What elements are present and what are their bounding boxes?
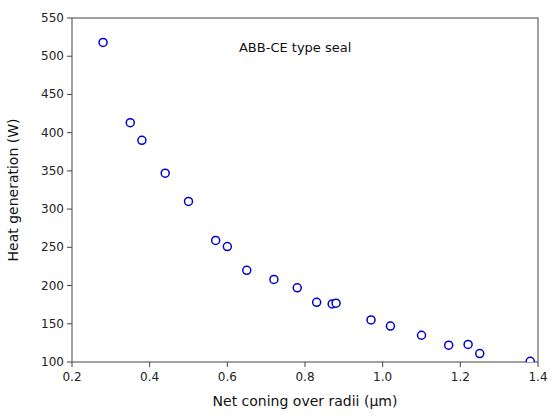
y-tick-label: 500 xyxy=(41,49,64,63)
y-tick-label: 550 xyxy=(41,11,64,25)
point xyxy=(270,275,278,283)
x-tick-label: 0.8 xyxy=(295,370,314,384)
axes: 0.2 0.4 0.6 0.8 1.0 1.2 1.4 100 150 200 250 300 350 4… xyxy=(41,11,547,384)
y-tick-label: 300 xyxy=(41,202,64,216)
y-tick xyxy=(67,18,72,19)
y-tick xyxy=(67,285,72,286)
y-tick-label: 400 xyxy=(41,126,64,140)
y-tick-label: 100 xyxy=(41,355,64,369)
point xyxy=(293,284,301,292)
y-tick xyxy=(67,132,72,133)
x-tick xyxy=(382,362,383,367)
point xyxy=(367,316,375,324)
y-tick-label: 450 xyxy=(41,87,64,101)
point xyxy=(161,169,169,177)
plot-frame xyxy=(72,18,538,362)
point xyxy=(223,243,231,251)
point xyxy=(332,299,340,307)
y-tick-label: 200 xyxy=(41,279,64,293)
x-tick xyxy=(305,362,306,367)
x-tick xyxy=(227,362,228,367)
x-tick xyxy=(149,362,150,367)
point xyxy=(185,197,193,205)
point xyxy=(445,341,453,349)
point xyxy=(464,340,472,348)
y-axis-label: Heat generation (W) xyxy=(5,118,21,261)
point xyxy=(418,331,426,339)
y-tick xyxy=(67,56,72,57)
y-tick xyxy=(67,362,72,363)
point xyxy=(243,266,251,274)
y-tick xyxy=(67,323,72,324)
y-tick-label: 150 xyxy=(41,317,64,331)
point xyxy=(126,119,134,127)
y-tick-label: 250 xyxy=(41,240,64,254)
x-axis-label: Net coning over radii (μm) xyxy=(213,393,398,409)
point xyxy=(526,357,534,362)
point xyxy=(212,236,220,244)
point xyxy=(313,298,321,306)
x-tick xyxy=(538,362,539,367)
y-tick-label: 350 xyxy=(41,164,64,178)
y-tick xyxy=(67,94,72,95)
point xyxy=(386,322,394,330)
x-tick-label: 1.2 xyxy=(451,370,470,384)
point xyxy=(476,350,484,358)
points xyxy=(99,38,534,362)
x-tick-label: 1.0 xyxy=(373,370,392,384)
point xyxy=(99,38,107,46)
annotation: ABB-CE type seal xyxy=(239,40,351,55)
y-tick xyxy=(67,247,72,248)
x-tick-label: 0.6 xyxy=(218,370,237,384)
chart: 0.2 0.4 0.6 0.8 1.0 1.2 1.4 100 150 200 250 300 350 4… xyxy=(0,0,560,420)
point xyxy=(138,136,146,144)
x-tick-label: 0.2 xyxy=(62,370,81,384)
x-tick xyxy=(72,362,73,367)
y-tick xyxy=(67,170,72,171)
y-tick xyxy=(67,209,72,210)
x-tick xyxy=(460,362,461,367)
x-tick-label: 0.4 xyxy=(140,370,159,384)
x-tick-label: 1.4 xyxy=(528,370,547,384)
